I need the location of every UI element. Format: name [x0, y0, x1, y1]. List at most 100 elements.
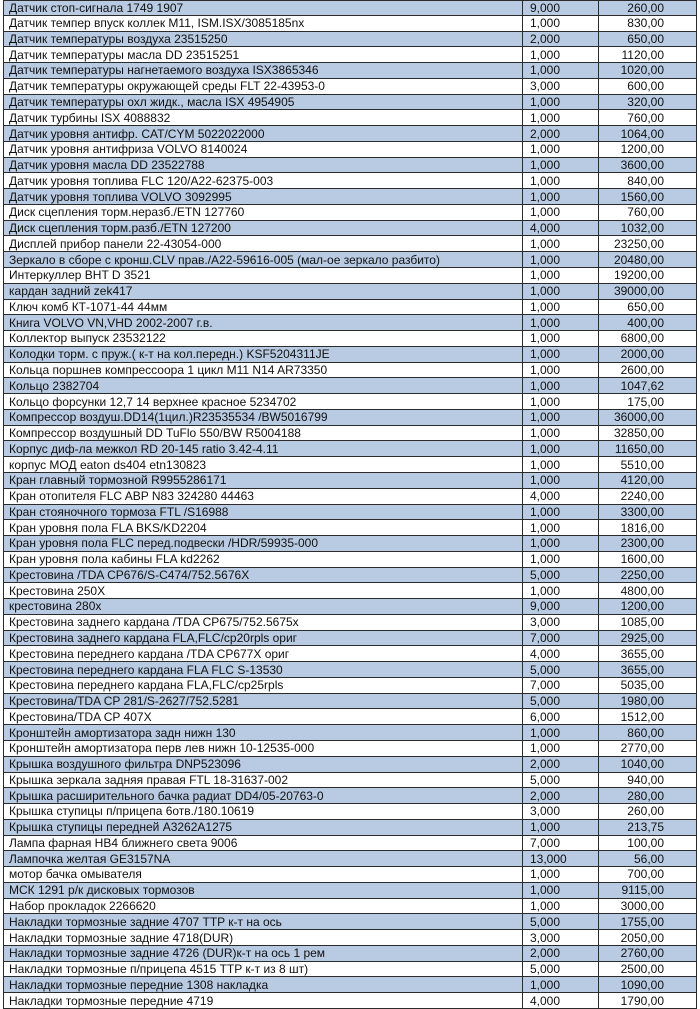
table-row: кардан задний zek417 1,000 39000,00	[3, 283, 697, 300]
price: 4800,00	[598, 583, 697, 599]
table-row: Кольцо форсунки 12,7 14 верхнее красное …	[3, 394, 697, 410]
quantity: 1,000	[522, 536, 598, 551]
item-name: Накладки тормозные п/прицепа 4515 TTP к-…	[3, 961, 522, 977]
item-name: Накладки тормозные передние 1308 накладк…	[3, 977, 522, 993]
table-row: Крестовина/TDA CP 281/S-2627/752.5281 5,0…	[3, 693, 697, 710]
table-row: Крышка воздушного фильтра DNP523096 2,000…	[3, 756, 697, 773]
price: 2500,00	[598, 961, 697, 977]
table-row: Корпус диф-ла межкол RD 20-145 ratio 3.4…	[3, 441, 697, 458]
price: 2760,00	[598, 945, 697, 961]
quantity: 1,000	[522, 283, 598, 299]
table-row: Датчик турбины ISX 4088832 1,000 760,00	[3, 110, 697, 127]
table-row: Накладки тормозные передние 4719 4,000 179…	[3, 993, 697, 1009]
item-name: Датчик стоп-сигнала 1749 1907	[3, 1, 522, 15]
item-name: Кран главный тормозной R9955286171	[3, 472, 522, 488]
quantity: 1,000	[522, 252, 598, 268]
price: 20480,00	[598, 252, 697, 268]
quantity: 3,000	[522, 78, 598, 94]
price: 1512,00	[598, 709, 697, 725]
quantity: 1,000	[522, 47, 598, 63]
quantity: 6,000	[522, 709, 598, 725]
price: 9115,00	[598, 882, 697, 898]
price: 19200,00	[598, 268, 697, 283]
price: 1085,00	[598, 614, 697, 630]
quantity: 1,000	[522, 409, 598, 425]
quantity: 1,000	[522, 472, 598, 488]
table-row: Крестовина 250X 1,000 4800,00	[3, 583, 697, 600]
item-name: Диск сцепления торм.разб./ETN 127200	[3, 220, 522, 236]
quantity: 9,000	[522, 1, 598, 15]
table-row: Накладки тормозные задние 4726 (DUR)к-т …	[3, 945, 697, 962]
price: 650,00	[598, 299, 697, 315]
price: 830,00	[598, 15, 697, 31]
price: 1040,00	[598, 756, 697, 772]
price: 2300,00	[598, 536, 697, 551]
quantity: 1,000	[522, 504, 598, 520]
quantity: 4,000	[522, 646, 598, 662]
item-name: Набор прокладок 2266620	[3, 898, 522, 914]
table-row: Накладки тормозные передние 1308 накладк…	[3, 977, 697, 994]
table-row: Интеркуллер BHT D 3521 1,000 19200,00	[3, 268, 697, 284]
quantity: 5,000	[522, 567, 598, 583]
item-name: Крестовина переднего кардана FLA FLC S-1…	[3, 662, 522, 677]
price: 1816,00	[598, 520, 697, 536]
table-row: Крестовина /TDA CP676/S-C474/752.5676X 5,…	[3, 567, 697, 584]
table-row: Датчик уровня антифриза VOLVO 8140024 1,0…	[3, 141, 697, 158]
quantity: 1,000	[522, 977, 598, 993]
item-name: Накладки тормозные задние 4707 TTP к-т н…	[3, 914, 522, 930]
quantity: 1,000	[522, 378, 598, 394]
item-name: Крестовина переднего кардана FLA,FLC/cp2…	[3, 677, 522, 693]
quantity: 4,000	[522, 993, 598, 1008]
price: 175,00	[598, 394, 697, 409]
item-name: Кронштейн амортизатора задн нижн 130	[3, 725, 522, 740]
item-name: Коллектор выпуск 23532122	[3, 331, 522, 346]
item-name: Кран уровня пола FLC перед.подвески /HDR…	[3, 536, 522, 551]
item-name: Датчик уровня антифр. CAT/CYM 5022022000	[3, 126, 522, 141]
quantity: 1,000	[522, 299, 598, 315]
table-row: Крестовина заднего кардана /TDA CP675/75…	[3, 614, 697, 631]
price: 3655,00	[598, 646, 697, 662]
item-name: Крышка воздушного фильтра DNP523096	[3, 756, 522, 772]
item-name: Датчик темпер впуск коллек M11, ISM.ISX/…	[3, 15, 522, 31]
table-row: Кронштейн амортизатора перв лев нижн 10-…	[3, 740, 697, 757]
quantity: 7,000	[522, 835, 598, 851]
quantity: 2,000	[522, 756, 598, 772]
table-row: Датчик темпер впуск коллек M11, ISM.ISX/…	[3, 15, 697, 32]
price: 3655,00	[598, 662, 697, 677]
table-row: Кронштейн амортизатора задн нижн 130 1,00…	[3, 725, 697, 741]
quantity: 1,000	[522, 63, 598, 78]
table-row: Датчик температуры охл жидк., масла ISX …	[3, 94, 697, 111]
table-row: Набор прокладок 2266620 1,000 3000,00	[3, 898, 697, 915]
item-name: Кран уровня пола кабины FLA kd2262	[3, 551, 522, 567]
item-name: Кран уровня пола FLA BKS/KD2204	[3, 520, 522, 536]
table-row: мотор бачка омывателя 1,000 700,00	[3, 867, 697, 883]
quantity: 1,000	[522, 867, 598, 882]
item-name: Крышка ступицы п/прицепа 6отв./180.10619	[3, 804, 522, 819]
item-name: Крестовина /TDA CP676/S-C474/752.5676X	[3, 567, 522, 583]
item-name: МСК 1291 р/к дисковых тормозов	[3, 882, 522, 898]
quantity: 1,000	[522, 725, 598, 740]
table-row: Накладки тормозные задние 4707 TTP к-т н…	[3, 914, 697, 931]
table-row: Ключ комб КТ-1071-44 44мм 1,000 650,00	[3, 299, 697, 316]
table-row: корпус МОД eaton ds404 etn130823 1,000 551…	[3, 457, 697, 473]
price: 3000,00	[598, 898, 697, 914]
quantity: 1,000	[522, 425, 598, 441]
quantity: 3,000	[522, 804, 598, 819]
table-row: Диск сцепления торм.неразб./ETN 127760 1,…	[3, 204, 697, 221]
price: 3300,00	[598, 504, 697, 520]
quantity: 1,000	[522, 551, 598, 567]
table-row: Датчик температуры масла DD 23515251 1,00…	[3, 47, 697, 64]
price: 100,00	[598, 835, 697, 851]
item-name: Лампочка желтая GE3157NA	[3, 851, 522, 867]
price: 11650,00	[598, 441, 697, 457]
price: 1032,00	[598, 220, 697, 236]
table-row: Крышка зеркала задняя правая FTL 18-3163…	[3, 772, 697, 789]
price: 1064,00	[598, 126, 697, 141]
table-row: Кран уровня пола FLC перед.подвески /HDR…	[3, 536, 697, 552]
quantity: 1,000	[522, 583, 598, 599]
quantity: 5,000	[522, 772, 598, 788]
price: 56,00	[598, 851, 697, 867]
quantity: 1,000	[522, 15, 598, 31]
price: 32850,00	[598, 425, 697, 441]
quantity: 1,000	[522, 819, 598, 835]
